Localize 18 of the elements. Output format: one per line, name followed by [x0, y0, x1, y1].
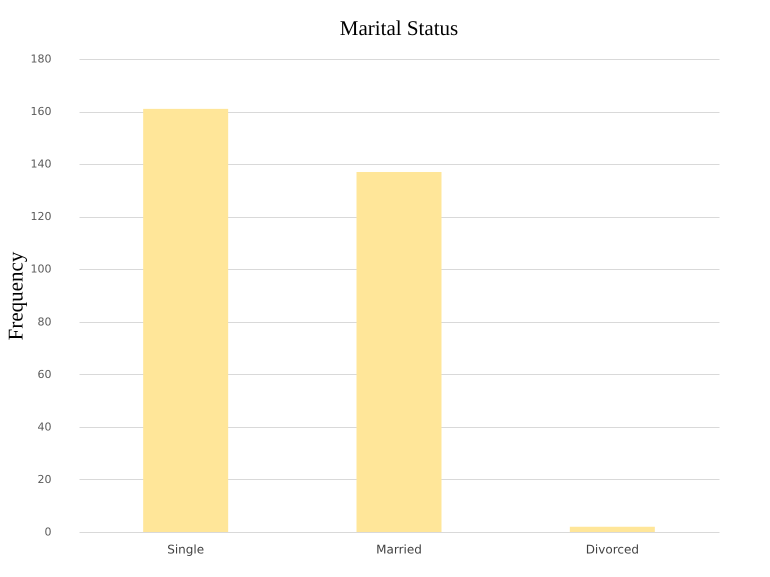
x-tick-label: Divorced [586, 542, 639, 556]
y-tick-label: 100 [30, 262, 52, 276]
bar [356, 172, 442, 532]
y-tick-label: 180 [30, 52, 52, 66]
y-axis-title: Frequency [4, 251, 28, 340]
y-tick-label: 60 [38, 368, 52, 381]
x-tick-label: Single [167, 542, 204, 556]
chart-title: Marital Status [340, 16, 458, 40]
y-tick-label: 20 [38, 472, 52, 486]
y-tick-label: 40 [38, 420, 52, 434]
y-tick-label: 80 [38, 315, 52, 328]
y-tick-label: 120 [30, 210, 52, 224]
y-tick-label: 0 [44, 526, 52, 538]
bar [570, 526, 655, 532]
y-tick-label: 160 [30, 105, 52, 118]
y-tick-label: 140 [30, 158, 52, 171]
x-tick-label: Married [376, 542, 422, 556]
bar [143, 108, 228, 532]
